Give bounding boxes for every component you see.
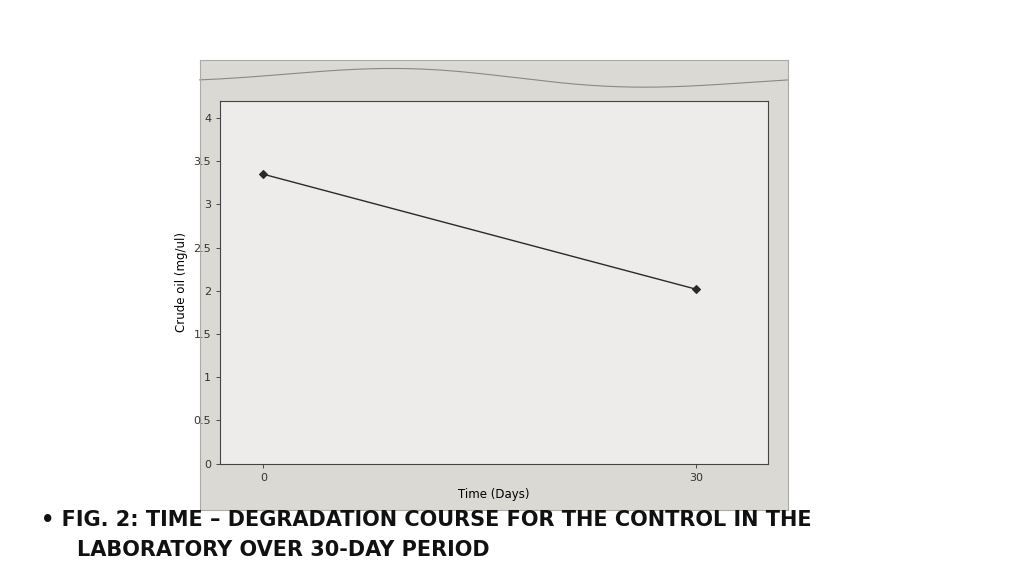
X-axis label: Time (Days): Time (Days) (459, 488, 529, 501)
Text: • FIG. 2: TIME – DEGRADATION COURSE FOR THE CONTROL IN THE: • FIG. 2: TIME – DEGRADATION COURSE FOR … (41, 510, 812, 530)
Y-axis label: Crude oil (mg/ul): Crude oil (mg/ul) (175, 232, 187, 332)
Text: LABORATORY OVER 30-DAY PERIOD: LABORATORY OVER 30-DAY PERIOD (77, 540, 489, 560)
